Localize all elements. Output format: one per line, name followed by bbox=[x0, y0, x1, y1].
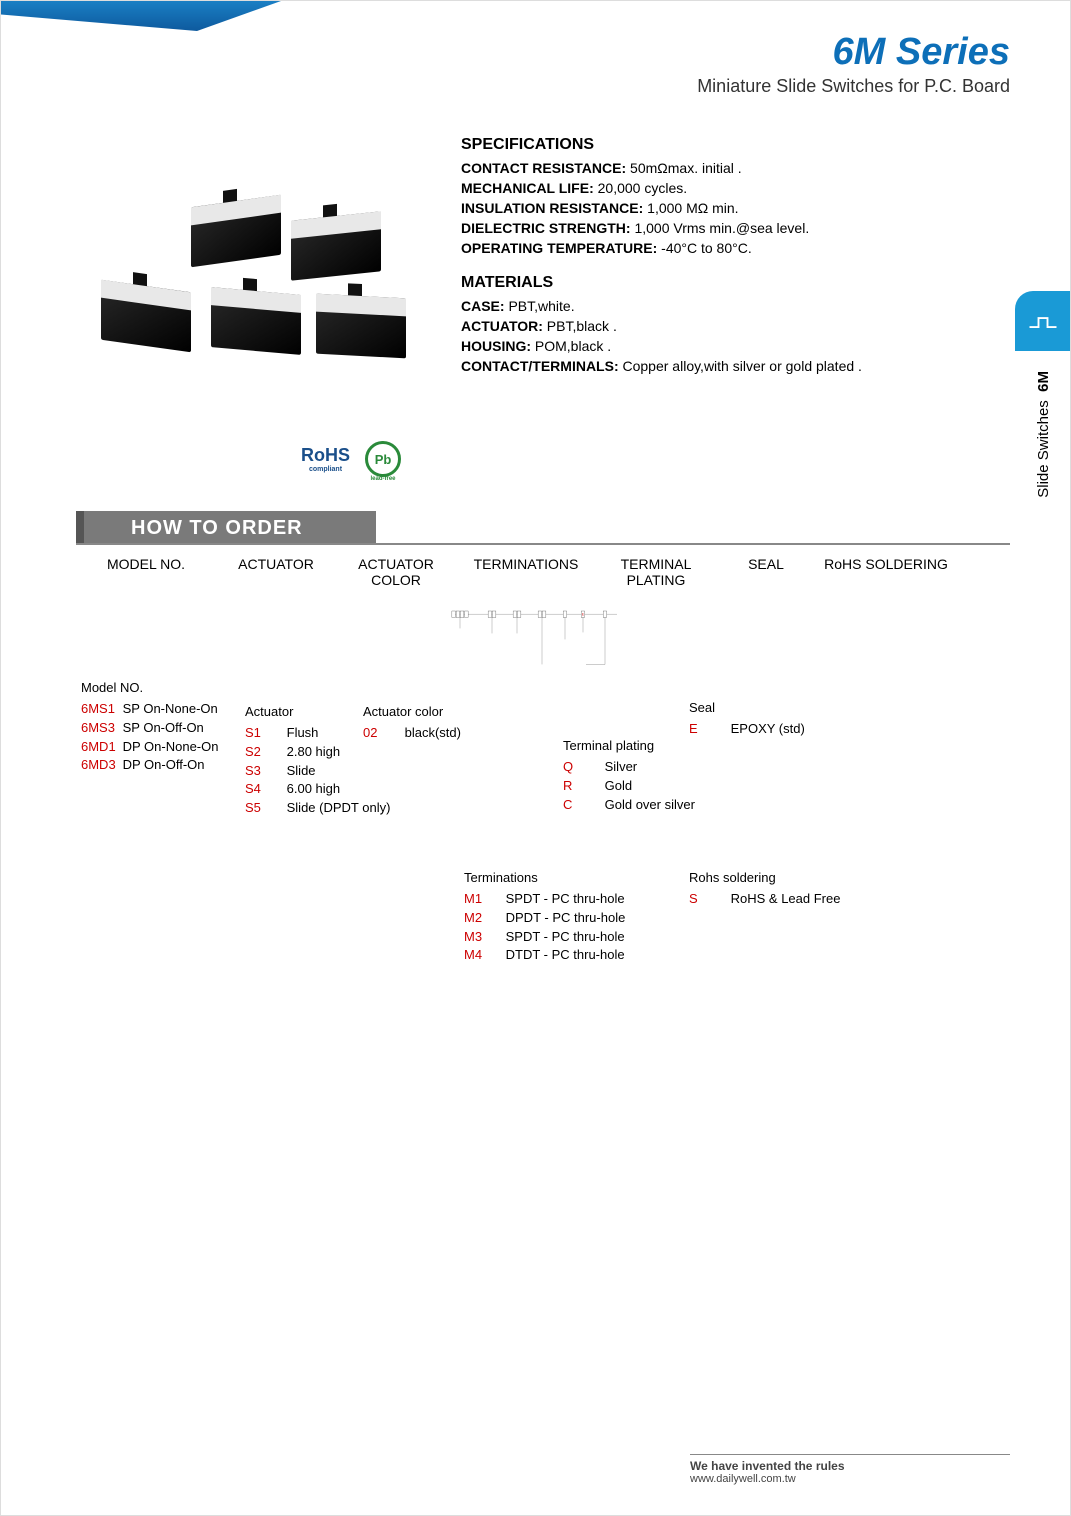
option-title: Model NO. bbox=[81, 679, 218, 698]
side-category-tab bbox=[1015, 291, 1070, 351]
order-column-headers: MODEL NO.ACTUATORACTUATOR COLORTERMINATI… bbox=[76, 556, 1010, 588]
product-photo bbox=[81, 191, 431, 411]
side-label-text: Slide Switches bbox=[1035, 400, 1052, 498]
options-model: Model NO. 6MS1 SP On-None-On6MS3 SP On-Of… bbox=[81, 679, 218, 775]
page-footer: We have invented the rules www.dailywell… bbox=[690, 1454, 1010, 1485]
spec-heading: SPECIFICATIONS bbox=[461, 136, 961, 154]
option-row: S3 Slide bbox=[245, 762, 390, 781]
compliance-logos: RoHS Pb bbox=[301, 441, 401, 477]
options-terminations: Terminations M1 SPDT - PC thru-holeM2 DPD… bbox=[464, 869, 625, 965]
option-row: 02 black(std) bbox=[363, 724, 461, 743]
svg-text:E: E bbox=[582, 613, 584, 617]
spec-line: OPERATING TEMPERATURE: -40°C to 80°C. bbox=[461, 240, 961, 256]
option-title: Terminal plating bbox=[563, 737, 695, 756]
option-row: M2 DPDT - PC thru-hole bbox=[464, 909, 625, 928]
column-header: TERMINAL PLATING bbox=[596, 556, 716, 588]
option-row: S5 Slide (DPDT only) bbox=[245, 799, 390, 818]
side-category-label: Slide Switches 6M bbox=[1035, 371, 1052, 498]
column-header: SEAL bbox=[716, 556, 816, 588]
option-row: 6MS1 SP On-None-On bbox=[81, 700, 218, 719]
how-to-order-tab: HOW TO ORDER bbox=[76, 511, 376, 545]
column-header: TERMINATIONS bbox=[456, 556, 596, 588]
option-row: M4 DTDT - PC thru-hole bbox=[464, 946, 625, 965]
page-header: 6M Series Miniature Slide Switches for P… bbox=[697, 31, 1010, 97]
how-to-order-rule bbox=[76, 543, 1010, 545]
spec-line: MECHANICAL LIFE: 20,000 cycles. bbox=[461, 180, 961, 196]
footer-tagline: We have invented the rules bbox=[690, 1459, 1010, 1473]
option-title: Seal bbox=[689, 699, 805, 718]
options-plating: Terminal plating Q SilverR GoldC Gold ove… bbox=[563, 737, 695, 814]
option-row: 6MS3 SP On-Off-On bbox=[81, 719, 218, 738]
option-row: Q Silver bbox=[563, 758, 695, 777]
option-row: S4 6.00 high bbox=[245, 780, 390, 799]
spec-line: HOUSING: POM,black . bbox=[461, 338, 961, 354]
rohs-logo-icon: RoHS bbox=[301, 445, 350, 473]
switch-symbol-icon bbox=[1028, 310, 1058, 332]
option-row: C Gold over silver bbox=[563, 796, 695, 815]
option-title: Terminations bbox=[464, 869, 625, 888]
options-seal: Seal E EPOXY (std) bbox=[689, 699, 805, 739]
spec-line: CONTACT/TERMINALS: Copper alloy,with sil… bbox=[461, 358, 961, 374]
option-row: S RoHS & Lead Free bbox=[689, 890, 840, 909]
option-title: Actuator color bbox=[363, 703, 461, 722]
specifications-block: SPECIFICATIONS CONTACT RESISTANCE: 50mΩm… bbox=[461, 136, 961, 378]
options-rohs: Rohs soldering S RoHS & Lead Free bbox=[689, 869, 840, 909]
option-row: R Gold bbox=[563, 777, 695, 796]
column-header: MODEL NO. bbox=[76, 556, 216, 588]
series-subtitle: Miniature Slide Switches for P.C. Board bbox=[697, 76, 1010, 97]
option-row: E EPOXY (std) bbox=[689, 720, 805, 739]
spec-line: CONTACT RESISTANCE: 50mΩmax. initial . bbox=[461, 160, 961, 176]
series-title: 6M Series bbox=[697, 31, 1010, 74]
spec-line: DIELECTRIC STRENGTH: 1,000 Vrms min.@sea… bbox=[461, 220, 961, 236]
top-swoosh bbox=[1, 1, 281, 31]
option-row: M3 SPDT - PC thru-hole bbox=[464, 928, 625, 947]
option-row: 6MD1 DP On-None-On bbox=[81, 738, 218, 757]
column-header: ACTUATOR COLOR bbox=[336, 556, 456, 588]
materials-heading: MATERIALS bbox=[461, 274, 961, 292]
spec-line: INSULATION RESISTANCE: 1,000 MΩ min. bbox=[461, 200, 961, 216]
option-row: 6MD3 DP On-Off-On bbox=[81, 756, 218, 775]
column-header: RoHS SOLDERING bbox=[816, 556, 956, 588]
footer-url: www.dailywell.com.tw bbox=[690, 1473, 1010, 1485]
column-header: ACTUATOR bbox=[216, 556, 336, 588]
order-code-boxes: E bbox=[86, 611, 1000, 651]
side-label-bold: 6M bbox=[1035, 371, 1052, 392]
option-title: Rohs soldering bbox=[689, 869, 840, 888]
option-row: M1 SPDT - PC thru-hole bbox=[464, 890, 625, 909]
datasheet-page: 6M Series Miniature Slide Switches for P… bbox=[0, 0, 1071, 1516]
spec-line: ACTUATOR: PBT,black . bbox=[461, 318, 961, 334]
spec-line: CASE: PBT,white. bbox=[461, 298, 961, 314]
options-actuator-color: Actuator color 02 black(std) bbox=[363, 703, 461, 743]
pb-free-logo-icon: Pb bbox=[365, 441, 401, 477]
option-row: S2 2.80 high bbox=[245, 743, 390, 762]
